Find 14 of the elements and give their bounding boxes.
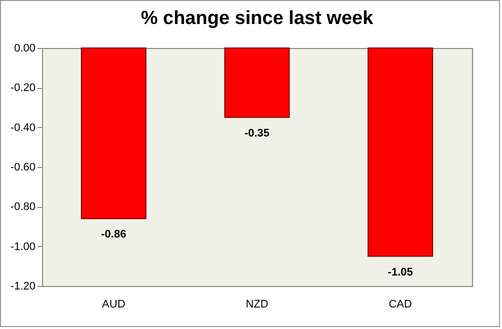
y-tick-label: -0.20 (10, 82, 36, 94)
x-tick-label: NZD (246, 298, 268, 310)
data-label: -0.35 (244, 127, 270, 140)
y-tick-label: 0.00 (14, 42, 36, 54)
x-tick-label: AUD (102, 298, 126, 310)
y-tick-label: -0.60 (10, 162, 36, 174)
data-label: -0.86 (101, 228, 126, 241)
x-tick-label: CAD (388, 298, 412, 310)
y-tick-label: -1.20 (10, 280, 36, 292)
y-tick-label: -0.80 (10, 201, 36, 214)
y-tick-label: -0.40 (10, 122, 36, 134)
y-tick-label: -1.00 (10, 240, 36, 253)
data-label: -1.05 (388, 266, 413, 278)
chart-title: % change since last week (140, 8, 374, 29)
